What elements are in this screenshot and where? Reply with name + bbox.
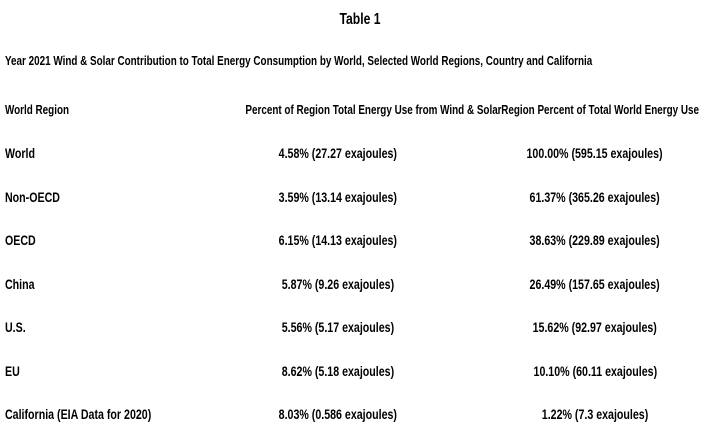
pct-region-cell: 5.87% (9.26 exajoules) bbox=[205, 276, 470, 292]
region-label: U.S. bbox=[5, 319, 26, 336]
region-label: China bbox=[5, 275, 35, 292]
column-header-pct-region: Percent of Region Total Energy Use from … bbox=[205, 102, 501, 117]
pct-region-cell: 5.56% (5.17 exajoules) bbox=[205, 319, 470, 335]
pct-world-cell: 10.10% (60.11 exajoules) bbox=[470, 363, 720, 379]
column-header-region-text: World Region bbox=[5, 102, 70, 118]
pct-world-cell: 1.22% (7.3 exajoules) bbox=[470, 406, 720, 422]
region-label: EU bbox=[5, 362, 20, 379]
table-subtitle-text: Year 2021 Wind & Solar Contribution to T… bbox=[5, 53, 593, 68]
column-header-pct-world: Region Percent of Total World Energy Use bbox=[470, 102, 720, 117]
pct-region-cell: 8.03% (0.586 exajoules) bbox=[205, 406, 470, 422]
region-label: California (EIA Data for 2020) bbox=[5, 406, 152, 423]
pct-region-cell: 4.58% (27.27 exajoules) bbox=[205, 145, 470, 161]
column-header-pct-region-text: Percent of Region Total Energy Use from … bbox=[245, 102, 502, 118]
pct-region-value: 5.56% (5.17 exajoules) bbox=[281, 319, 394, 336]
pct-world-value: 15.62% (92.97 exajoules) bbox=[532, 319, 658, 336]
pct-region-value: 3.59% (13.14 exajoules) bbox=[278, 188, 397, 205]
pct-region-cell: 8.62% (5.18 exajoules) bbox=[205, 363, 470, 379]
region-label: Non-OECD bbox=[5, 188, 60, 205]
pct-region-cell: 6.15% (14.13 exajoules) bbox=[205, 232, 470, 248]
pct-region-value: 4.58% (27.27 exajoules) bbox=[278, 145, 397, 162]
pct-world-value: 10.10% (60.11 exajoules) bbox=[533, 362, 657, 379]
region-label: OECD bbox=[5, 232, 36, 249]
region-cell: EU bbox=[0, 363, 205, 379]
region-cell: U.S. bbox=[0, 319, 205, 335]
region-cell: China bbox=[0, 276, 205, 292]
pct-world-value: 1.22% (7.3 exajoules) bbox=[541, 406, 649, 423]
pct-world-value: 100.00% (595.15 exajoules) bbox=[526, 145, 664, 162]
pct-world-value: 38.63% (229.89 exajoules) bbox=[529, 232, 661, 249]
column-header-region: World Region bbox=[0, 102, 205, 117]
region-cell: California (EIA Data for 2020) bbox=[0, 406, 205, 422]
data-table: World Region Percent of Region Total Ene… bbox=[0, 88, 720, 436]
pct-world-cell: 26.49% (157.65 exajoules) bbox=[470, 276, 720, 292]
pct-region-value: 6.15% (14.13 exajoules) bbox=[278, 232, 397, 249]
table-subtitle: Year 2021 Wind & Solar Contribution to T… bbox=[5, 53, 720, 68]
column-header-pct-world-text: Region Percent of Total World Energy Use bbox=[501, 102, 700, 118]
pct-region-value: 8.62% (5.18 exajoules) bbox=[281, 362, 394, 379]
pct-world-value: 61.37% (365.26 exajoules) bbox=[529, 188, 661, 205]
pct-region-value: 5.87% (9.26 exajoules) bbox=[281, 275, 394, 292]
region-cell: World bbox=[0, 145, 205, 161]
pct-world-value: 26.49% (157.65 exajoules) bbox=[529, 275, 661, 292]
pct-world-cell: 38.63% (229.89 exajoules) bbox=[470, 232, 720, 248]
region-cell: Non-OECD bbox=[0, 189, 205, 205]
table-title-text: Table 1 bbox=[339, 11, 381, 28]
pct-region-cell: 3.59% (13.14 exajoules) bbox=[205, 189, 470, 205]
region-label: World bbox=[5, 145, 35, 162]
table-title: Table 1 bbox=[0, 11, 720, 29]
pct-world-cell: 61.37% (365.26 exajoules) bbox=[470, 189, 720, 205]
pct-world-cell: 15.62% (92.97 exajoules) bbox=[470, 319, 720, 335]
pct-world-cell: 100.00% (595.15 exajoules) bbox=[470, 145, 720, 161]
pct-region-value: 8.03% (0.586 exajoules) bbox=[278, 406, 397, 423]
region-cell: OECD bbox=[0, 232, 205, 248]
